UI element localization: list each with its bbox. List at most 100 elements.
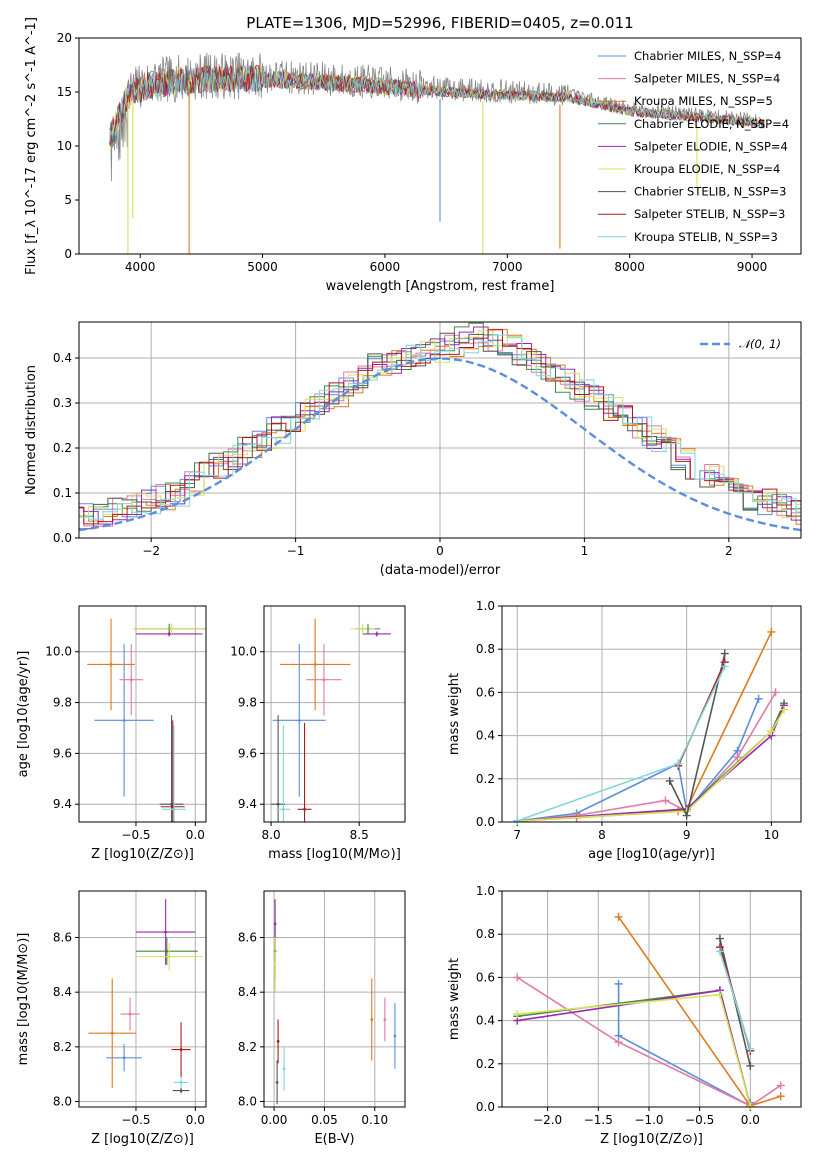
y-tick-label: 8.2 — [238, 1040, 257, 1054]
data-point — [172, 807, 176, 811]
y-tick-label: 10.0 — [230, 645, 257, 659]
data-point — [275, 1080, 279, 1084]
plus-marker — [715, 947, 724, 956]
x-tick-label: 6000 — [370, 260, 401, 274]
model-spectrum-kroupa_stelib — [109, 65, 765, 144]
x-axis-label: E(B-V) — [314, 1132, 354, 1147]
y-tick-label: 8.2 — [53, 1040, 72, 1054]
mass-weight-vs-age-panel: 7 8 9 10 0.0 0.2 0.4 0.6 0.8 1.0 age [log10(age/yr… — [447, 599, 802, 862]
histogram-salpeter_stelib — [79, 329, 801, 525]
x-tick-label: 0.05 — [311, 1113, 338, 1127]
age-vs-mass-panel: 8.0 8.5 9.4 9.6 9.8 10.0 mass [log10(M/M⊙)] — [230, 605, 406, 862]
mass-vs-ebv-panel: 0.00 0.05 0.10 8.0 8.2 8.4 8.6 E(B-V) — [238, 890, 406, 1147]
plus-marker — [614, 1038, 623, 1047]
data-point — [393, 1034, 397, 1038]
x-tick-label: 0.00 — [261, 1113, 288, 1127]
x-axis-label: wavelength [Angstrom, rest frame] — [326, 279, 555, 294]
y-tick-label: 9.6 — [238, 746, 257, 760]
x-tick-label: −1.5 — [584, 1113, 613, 1127]
x-axis-label: mass [log10(M/M⊙)] — [268, 847, 401, 862]
plus-marker — [746, 1101, 755, 1110]
x-axis-label: age [log10(age/yr)] — [588, 847, 715, 862]
legend-label: 𝒩(0, 1) — [739, 337, 781, 351]
plus-marker — [767, 727, 776, 736]
x-tick-label: 4000 — [125, 260, 156, 274]
axes-frame — [78, 321, 802, 539]
y-tick-label: 0.4 — [476, 1014, 495, 1028]
histogram-kroupa_stelib — [79, 334, 801, 520]
x-tick-label: 9000 — [737, 260, 768, 274]
age-vs-metallicity-panel: −0.5 0.0 9.4 9.6 9.8 10.0 Z [log10(Z/Z⊙)] age [… — [16, 605, 207, 862]
y-axis-label: mass [log10(M/M⊙)] — [16, 933, 31, 1066]
x-tick-label: −1 — [287, 544, 305, 558]
data-point — [128, 1012, 132, 1016]
plus-marker — [771, 688, 780, 697]
y-tick-label: 8.6 — [53, 930, 72, 944]
normal-curve — [79, 357, 801, 532]
plus-marker — [767, 627, 776, 636]
data-point — [109, 663, 113, 666]
plus-marker — [513, 1010, 522, 1019]
y-tick-label: 8.6 — [238, 930, 257, 944]
plus-marker — [776, 1081, 785, 1090]
y-tick-label: 0.1 — [53, 486, 72, 500]
x-axis-label: (data-model)/error — [380, 563, 501, 578]
x-tick-label: 0.0 — [741, 1113, 760, 1127]
axes-frame — [78, 37, 802, 255]
axes-frame — [78, 605, 207, 823]
data-point — [122, 718, 126, 722]
y-tick-label: 9.4 — [238, 797, 257, 811]
plus-marker — [733, 753, 742, 762]
y-axis-label: mass weight — [447, 673, 462, 755]
figure-title: PLATE=1306, MJD=52996, FIBERID=0405, z=0… — [246, 14, 633, 32]
legend-label: Salpeter MILES, N_SSP=4 — [634, 72, 780, 86]
plus-marker — [746, 1044, 755, 1053]
plus-marker — [665, 776, 674, 785]
data-point — [179, 1080, 183, 1084]
y-tick-label: 0.2 — [53, 441, 72, 455]
y-tick-label: 10 — [57, 139, 72, 153]
plus-marker — [674, 759, 683, 768]
data-point — [273, 963, 277, 967]
axes-frame — [501, 890, 802, 1108]
y-tick-label: 8.0 — [53, 1095, 72, 1109]
mass-vs-metallicity-panel: −0.5 0.0 8.0 8.2 8.4 8.6 Z [log10(Z/Z⊙)] mass [… — [16, 890, 207, 1147]
data-point — [313, 663, 317, 666]
plus-marker — [513, 816, 522, 825]
axes-frame — [78, 890, 207, 1108]
x-tick-label: 0.0 — [186, 828, 205, 842]
y-tick-label: 9.6 — [53, 746, 72, 760]
data-point — [361, 627, 365, 631]
data-point — [164, 930, 168, 934]
plus-marker — [754, 694, 763, 703]
x-tick-label: −0.5 — [121, 828, 150, 842]
data-point — [370, 1018, 374, 1021]
plus-marker — [715, 990, 724, 999]
legend-label: Chabrier STELIB, N_SSP=3 — [634, 185, 786, 199]
x-tick-label: 0.10 — [361, 1113, 388, 1127]
data-point — [303, 807, 306, 811]
y-tick-label: 15 — [57, 85, 72, 99]
data-point — [179, 1089, 183, 1092]
y-tick-label: 5 — [64, 193, 72, 207]
y-tick-label: 8.4 — [53, 985, 72, 999]
legend-label: Kroupa MILES, N_SSP=5 — [634, 94, 773, 108]
mass-weight-line-kroupa_elodie — [517, 709, 785, 822]
legend-label: Kroupa STELIB, N_SSP=3 — [634, 230, 778, 244]
x-tick-label: 0.0 — [186, 1113, 205, 1127]
y-tick-label: 9.8 — [238, 696, 257, 710]
y-axis-label: age [log10(age/yr)] — [16, 651, 31, 778]
mass-weight-line-kroupa_stelib — [516, 666, 726, 822]
plus-marker — [682, 811, 691, 820]
data-point — [167, 955, 171, 959]
x-tick-label: −2 — [142, 544, 160, 558]
legend-label: Salpeter STELIB, N_SSP=3 — [634, 207, 785, 221]
x-tick-label: 1 — [581, 544, 589, 558]
mass-weight-line-salpeter_miles — [517, 691, 777, 822]
y-tick-label: 0.6 — [476, 970, 495, 984]
mass-weight-line-chabrier_stelib — [668, 653, 726, 818]
y-tick-label: 1.0 — [476, 884, 495, 898]
mass-weight-vs-metallicity-panel: −2.0 −1.5 −1.0 −0.5 0.0 0.0 0.2 0.4 0.6 0.8 1.0 Z [… — [447, 884, 802, 1147]
plus-marker — [614, 979, 623, 988]
x-tick-label: 5000 — [247, 260, 278, 274]
